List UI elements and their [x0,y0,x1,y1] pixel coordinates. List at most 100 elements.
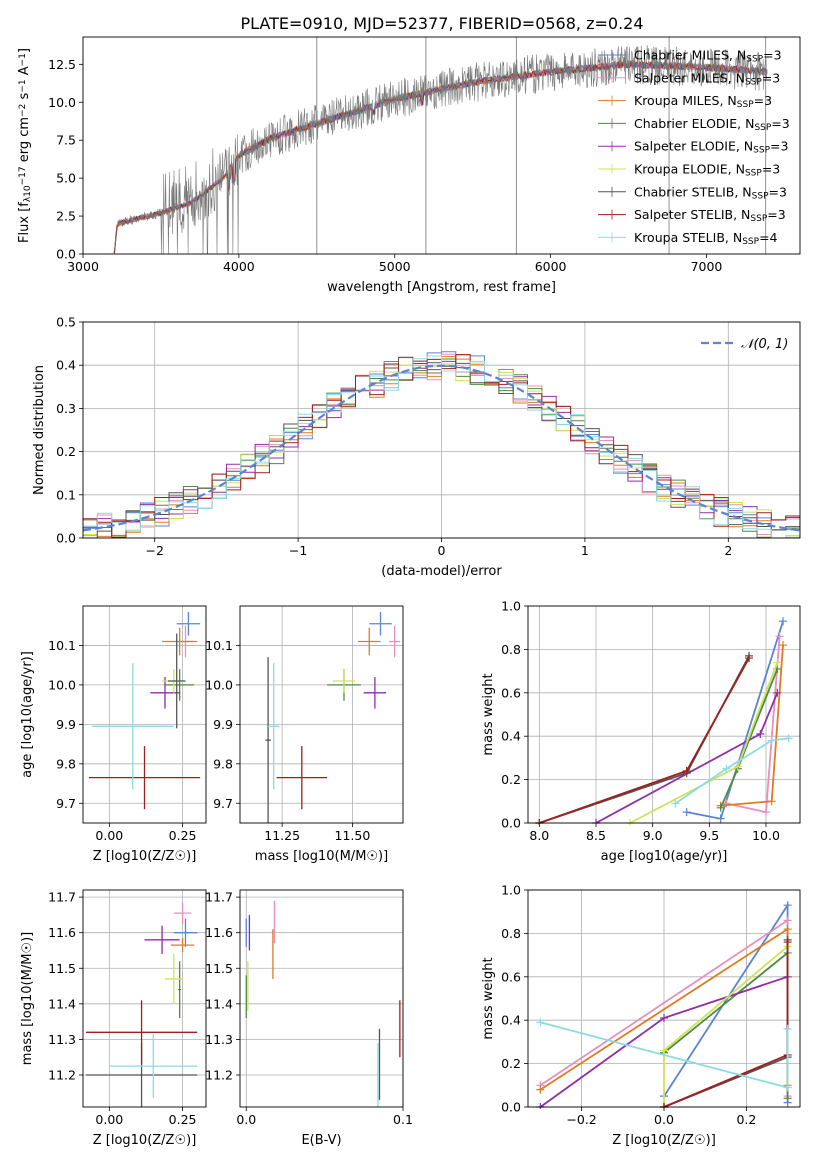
y-tick-label: 11.5 [48,961,76,976]
weight-vs-z-panel: −0.2 0.0 0.2 0.0 0.2 0.4 0.6 0.8 1.0 Z [log10(Z/Z… [481,883,801,1148]
mass-weight-marker [767,797,776,806]
mass-weight-marker [671,799,680,808]
x-tick-label: 0.1 [393,1112,413,1127]
axes-frame [82,36,801,255]
y-tick-label: 10.1 [205,638,233,653]
y-tick-label: 11.6 [205,925,233,940]
age-vs-z-panel: 0.00 0.25 9.7 9.8 9.9 10.0 10.1 Z [log10(Z/Z☉)]… [20,605,207,864]
legend-label: Chabrier STELIB, NSSP=3 [634,184,787,201]
legend-label: Chabrier ELODIE, NSSP=3 [634,116,790,133]
y-axis-label: mass [log10(M/M☉)] [20,932,35,1065]
mass-weight-line [663,951,789,1099]
y-axis-label: mass weight [481,673,496,755]
y-tick-label: 0.0 [501,1100,521,1115]
y-tick-label: 0.0 [56,247,76,262]
legend-label: Salpeter MILES, NSSP=3 [634,70,780,87]
x-tick-label: 0 [438,543,446,558]
y-tick-label: 1.0 [501,599,521,614]
x-axis-label: E(B-V) [301,1133,341,1148]
mass-weight-line [674,737,789,805]
mass-weight-marker [716,803,725,812]
x-axis-label: mass [log10(M/M☉)] [255,849,388,864]
mass-weight-marker [779,641,787,650]
age-vs-mass-panel: 11.25 11.50 9.7 9.8 9.9 10.0 10.1 mass [log10(M… [205,605,404,864]
legend-label: 𝒩(0, 1) [741,337,788,352]
x-axis-label: Z [log10(Z/Z☉)] [93,849,197,864]
y-tick-label: 9.7 [213,796,233,811]
y-tick-label: 0.2 [501,1056,521,1071]
y-tick-label: 0.4 [56,358,76,373]
mass-weight-marker [775,632,784,641]
spectrum-legend: Chabrier MILES, NSSP=3 Salpeter MILES, NS… [598,48,790,247]
y-tick-label: 0.8 [501,926,521,941]
x-axis-label: Z [log10(Z/Z☉)] [93,1133,197,1148]
y-tick-label: 5.0 [56,171,76,186]
y-tick-label: 0.0 [501,816,521,831]
mass-weight-marker [716,814,725,823]
normal-reference-curve [83,364,800,532]
x-tick-label: 0.00 [95,828,123,843]
y-tick-label: 10.1 [48,638,76,653]
mass-vs-z-panel: 0.00 0.25 11.2 11.3 11.4 11.5 11.6 11.7 Z [log10… [20,889,207,1148]
mass-weight-marker [773,688,782,697]
spectrum-panel: 3000 4000 5000 6000 7000 0.0 2.5 5.0 7.5 10.0 12.5… [17,36,801,295]
x-tick-label: 6000 [535,259,567,274]
mass-weight-marker [682,808,691,817]
y-tick-label: 11.7 [205,890,233,905]
mass-weight-marker [783,938,792,947]
mass-weight-marker [784,734,793,743]
legend-label: Kroupa ELODIE, NSSP=3 [634,162,780,179]
legend-label: Salpeter STELIB, NSSP=3 [634,207,786,224]
y-axis-label: Normed distribution [32,365,47,495]
x-axis-label: Z [log10(Z/Z☉)] [612,1133,716,1148]
x-tick-label: 2 [724,543,732,558]
y-tick-label: 1.0 [501,883,521,898]
mass-weight-marker [745,654,753,663]
legend-label: Kroupa MILES, NSSP=3 [634,93,772,110]
legend-label: Salpeter ELODIE, NSSP=3 [634,139,788,156]
x-tick-label: 0.00 [95,1112,123,1127]
mass-weight-marker [783,1024,792,1033]
axes-frame [82,889,207,1108]
x-tick-label: 0.0 [654,1112,674,1127]
mass-weight-marker [783,1083,792,1092]
x-tick-label: 0.25 [169,828,197,843]
mass-weight-marker [756,730,765,739]
y-tick-label: 11.6 [48,925,76,940]
y-tick-label: 0.4 [501,729,521,744]
legend-label: Chabrier MILES, NSSP=3 [634,48,782,65]
x-tick-label: 11.50 [335,828,371,843]
y-tick-label: 11.5 [205,961,233,976]
mass-weight-marker [536,1018,545,1027]
y-tick-label: 0.1 [56,487,76,502]
mass-weight-marker [660,1014,668,1023]
x-tick-label: 1 [581,543,589,558]
mass-vs-ebv-panel: 0.0 0.1 11.2 11.3 11.4 11.5 11.6 11.7 E(B-V) [205,889,413,1148]
x-axis-label: wavelength [Angstrom, rest frame] [327,280,556,295]
x-tick-label: 8.0 [529,828,549,843]
observed-spectrum-line [113,45,768,254]
y-tick-label: 0.8 [501,642,521,657]
y-tick-label: 11.2 [205,1067,233,1082]
mass-weight-marker [779,617,787,626]
mass-weight-marker [783,901,792,910]
mass-weight-marker [767,736,776,745]
mass-weight-marker [783,925,792,934]
y-tick-label: 0.5 [56,315,76,330]
y-tick-label: 12.5 [48,57,76,72]
y-tick-label: 11.7 [48,890,76,905]
x-tick-label: 9.5 [699,828,719,843]
y-tick-label: 7.5 [56,133,76,148]
axes-frame [239,889,404,1108]
x-tick-label: 0.2 [736,1112,756,1127]
x-tick-label: 9.0 [643,828,663,843]
mass-weight-marker [773,658,782,667]
y-tick-label: 0.3 [56,401,76,416]
residuals-panel: −2 −1 0 1 2 0.0 0.1 0.2 0.3 0.4 0.5 (data-model)/er… [32,315,801,579]
y-tick-label: 9.7 [56,796,76,811]
y-tick-label: 9.8 [56,756,76,771]
mass-weight-marker [783,1094,792,1103]
legend-label: Kroupa STELIB, NSSP=4 [634,230,778,247]
x-tick-label: 0.0 [236,1112,256,1127]
